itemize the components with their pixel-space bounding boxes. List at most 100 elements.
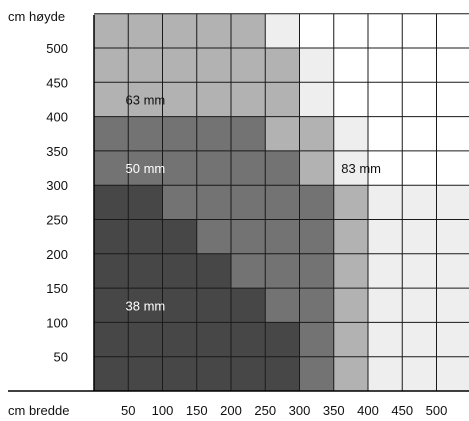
heatmap-cell xyxy=(128,185,163,220)
heatmap-cell xyxy=(299,116,334,151)
x-tick-label: 50 xyxy=(121,403,135,418)
heatmap-cell xyxy=(265,219,300,254)
heatmap-cell xyxy=(402,219,437,254)
heatmap-cell xyxy=(231,356,266,391)
heatmap-cell xyxy=(299,356,334,391)
heatmap-cell xyxy=(368,219,403,254)
heatmap-cell xyxy=(196,13,231,48)
x-tick-label: 500 xyxy=(426,403,448,418)
heatmap-cell xyxy=(299,219,334,254)
heatmap-cell xyxy=(265,116,300,151)
heatmap-cell xyxy=(436,82,469,117)
heatmap-cell xyxy=(333,13,368,48)
heatmap-cell xyxy=(436,13,469,48)
heatmap-cell xyxy=(265,13,300,48)
heatmap-cell xyxy=(436,48,469,83)
heatmap-cell xyxy=(436,150,469,186)
x-tick-label: 350 xyxy=(323,403,345,418)
heatmap-cell xyxy=(94,253,129,289)
heatmap-cell xyxy=(333,253,368,289)
heatmap-cell xyxy=(265,253,300,289)
heatmap-cell xyxy=(402,150,437,186)
heatmap-cell xyxy=(368,356,403,391)
y-axis-title: cm høyde xyxy=(8,9,65,24)
heatmap-cell xyxy=(402,13,437,48)
y-tick-label: 50 xyxy=(54,350,68,365)
heatmap-cell xyxy=(402,253,437,289)
heatmap-cell xyxy=(368,150,403,186)
heatmap-cell xyxy=(128,150,163,186)
heatmap-cell xyxy=(299,48,334,83)
heatmap-cell xyxy=(94,82,129,117)
heatmap-cell xyxy=(162,150,197,186)
x-tick-labels: 50 100 150 200 250 300 350 400 450 500 xyxy=(121,403,447,418)
heatmap-cell xyxy=(436,356,469,391)
heatmap-cell xyxy=(368,116,403,151)
heatmap-cell xyxy=(128,219,163,254)
heatmap-cell xyxy=(231,288,266,323)
heatmap-cell xyxy=(436,288,469,323)
region-labels: 63 mm 50 mm 83 mm 38 mm xyxy=(126,92,382,313)
heatmap-cell xyxy=(333,356,368,391)
heatmap-cell xyxy=(368,185,403,220)
heatmap-cell xyxy=(231,185,266,220)
heatmap-cell xyxy=(368,13,403,48)
y-tick-label: 450 xyxy=(46,75,68,90)
heatmap-cell xyxy=(162,253,197,289)
heatmap-cell xyxy=(196,356,231,391)
heatmap-cell xyxy=(368,48,403,83)
heatmap-cell xyxy=(368,82,403,117)
heatmap-cell xyxy=(128,253,163,289)
x-axis-title: cm bredde xyxy=(8,403,69,418)
y-tick-label: 100 xyxy=(46,315,68,330)
x-tick-label: 100 xyxy=(152,403,174,418)
heatmap-cell xyxy=(299,288,334,323)
heatmap-cell xyxy=(162,13,197,48)
heatmap-cell xyxy=(333,150,368,186)
y-tick-label: 200 xyxy=(46,247,68,262)
heatmap-cell xyxy=(299,322,334,357)
heatmap-cell xyxy=(265,288,300,323)
region-label: 63 mm xyxy=(126,92,166,107)
heatmap-cell xyxy=(333,48,368,83)
heatmap-cell xyxy=(368,253,403,289)
heatmap-cell xyxy=(333,322,368,357)
heatmap-cell xyxy=(162,356,197,391)
heatmap-cell xyxy=(128,356,163,391)
heatmap-cell xyxy=(128,322,163,357)
heatmap-cell xyxy=(128,82,163,117)
heatmap-cell xyxy=(299,185,334,220)
heatmap-cell xyxy=(162,288,197,323)
heatmap-cell xyxy=(333,288,368,323)
x-tick-label: 150 xyxy=(186,403,208,418)
heatmap-cell xyxy=(436,116,469,151)
heatmap-cell xyxy=(402,322,437,357)
heatmap-cell xyxy=(196,116,231,151)
heatmap-cell xyxy=(265,48,300,83)
y-tick-label: 500 xyxy=(46,41,68,56)
heatmap-cell xyxy=(128,116,163,151)
y-tick-label: 300 xyxy=(46,178,68,193)
heatmap-cell xyxy=(402,116,437,151)
heatmap-cell xyxy=(128,13,163,48)
heatmap-cell xyxy=(402,356,437,391)
heatmap-cell xyxy=(265,150,300,186)
heatmap-cell xyxy=(231,48,266,83)
heatmap-cell xyxy=(196,253,231,289)
heatmap-cell xyxy=(231,253,266,289)
heatmap-cell xyxy=(196,219,231,254)
heatmap-cell xyxy=(94,322,129,357)
heatmap-cell xyxy=(231,13,266,48)
heatmap-cell xyxy=(128,288,163,323)
heatmap-cell xyxy=(94,150,129,186)
heatmap-cell xyxy=(368,322,403,357)
heatmap-cell xyxy=(231,82,266,117)
heatmap-cell xyxy=(265,185,300,220)
heatmap-cell xyxy=(333,219,368,254)
heatmap-cell xyxy=(162,185,197,220)
heatmap-cell xyxy=(231,150,266,186)
heatmap-cell xyxy=(231,116,266,151)
heatmap-cells xyxy=(94,13,469,391)
region-label: 50 mm xyxy=(126,161,166,176)
heatmap-cell xyxy=(333,82,368,117)
